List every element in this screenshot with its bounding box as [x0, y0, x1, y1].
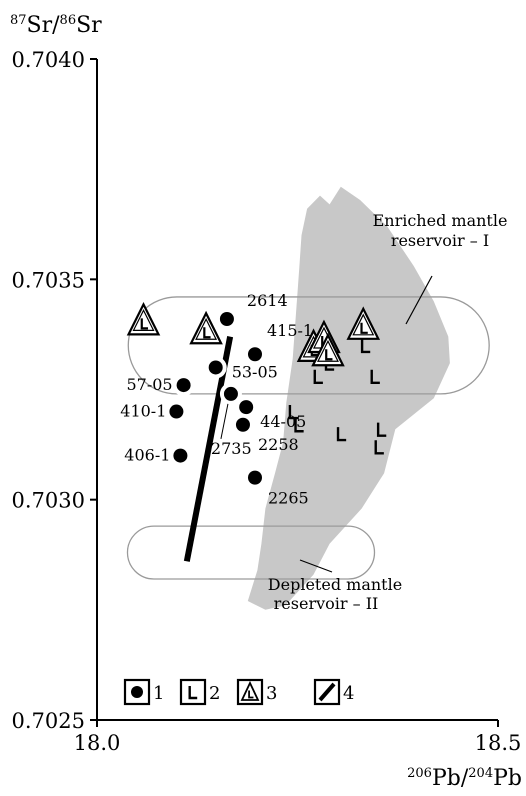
sample-point — [219, 311, 234, 326]
legend-slash-icon — [318, 682, 336, 702]
sample-point — [176, 378, 191, 393]
sample-label: 410-1 — [120, 402, 166, 421]
sample-label: 2265 — [268, 489, 309, 508]
enriched-label-line2: reservoir – I — [391, 231, 489, 250]
legend-item: 2 — [179, 678, 220, 706]
triangle-L-mark — [203, 327, 211, 339]
legend-circle-icon — [131, 686, 143, 698]
basalt-L-symbol — [376, 422, 387, 437]
enriched-leader — [405, 275, 433, 325]
triangle-symbol — [126, 301, 161, 336]
y-tick-label: 0.7030 — [12, 489, 85, 513]
y-tick-label: 0.7025 — [12, 709, 85, 733]
x-tick-label: 18.0 — [74, 731, 121, 755]
legend-triangle-L-icon — [248, 690, 254, 699]
triangle-L-mark — [360, 322, 368, 334]
basalt-L-symbol — [313, 369, 323, 384]
sample-label: 415-1 — [267, 321, 313, 340]
triangle-layer — [126, 301, 381, 367]
legend: 1 2 3 4 — [123, 678, 354, 706]
sample-point — [247, 470, 262, 485]
sample-layer: 2614 415-1 53-05 57-05 410-1 44-05 2735 2258 406… — [120, 291, 313, 508]
depleted-leader — [299, 559, 333, 573]
axes: 0.7025 0.7030 0.7035 0.7040 18.0 18.5 87Sr/86S… — [10, 13, 522, 791]
legend-label: 3 — [266, 683, 277, 704]
legend-label: 4 — [343, 683, 354, 704]
sample-label: 406-1 — [124, 446, 170, 465]
triangle-symbol — [189, 310, 223, 345]
basalt-L-symbol — [336, 427, 347, 442]
legend-box — [179, 678, 207, 706]
sample-point — [247, 347, 262, 362]
triangle-outline — [346, 306, 381, 340]
legend-item: 3 — [236, 678, 277, 706]
basalt-L-symbol — [370, 369, 380, 384]
sample-point — [169, 404, 184, 419]
basalt-L-symbol — [294, 418, 304, 433]
depleted-envelope — [126, 525, 376, 580]
triangle-inner — [195, 317, 218, 340]
legend-item: 4 — [313, 678, 354, 706]
sample-point — [223, 386, 238, 401]
enriched-field — [247, 186, 450, 610]
triangle-symbol — [311, 332, 345, 367]
triangle-symbol — [346, 306, 381, 340]
depleted-label-line2: reservoir – II — [274, 594, 379, 613]
basalt-L-symbol — [288, 405, 299, 420]
legend-box — [123, 678, 151, 706]
sample-label: 2614 — [247, 291, 288, 310]
legend-triangle-icon — [240, 680, 260, 701]
envelope-layer — [126, 296, 490, 580]
depleted-label-line1: Depleted mantle — [268, 575, 402, 594]
x-axis-title: 206Pb/204Pb — [407, 766, 522, 791]
enriched-label-line1: Enriched mantle — [373, 211, 508, 230]
sample-point — [208, 360, 223, 375]
x-tick-label: 18.5 — [475, 731, 522, 755]
sample-label: 2735 — [211, 439, 252, 458]
basalt-L-symbol — [374, 440, 384, 455]
sample-label: 44-05 — [260, 412, 306, 431]
field-layer — [247, 186, 450, 610]
triangle-inner — [352, 313, 375, 336]
triangle-outline — [189, 310, 223, 345]
y-tick-label: 0.7035 — [12, 268, 85, 292]
sample-label: 53-05 — [232, 362, 278, 381]
triangle-outline — [126, 301, 161, 336]
legend-label: 1 — [153, 683, 164, 704]
leader-2735 — [220, 403, 229, 440]
sample-point — [173, 448, 188, 463]
legend-label: 2 — [209, 683, 220, 704]
triangle-L-mark — [140, 318, 149, 330]
sample-point — [235, 417, 250, 432]
triangle-inner — [132, 309, 155, 331]
legend-item: 1 — [123, 678, 164, 706]
sample-label: 2258 — [258, 435, 299, 454]
triangle-inner — [317, 339, 339, 362]
y-tick-label: 0.7040 — [12, 48, 85, 72]
enriched-envelope — [127, 296, 490, 395]
basalt-L-symbol — [360, 338, 371, 354]
sample-point — [239, 400, 254, 415]
legend-L-icon — [188, 686, 198, 700]
sample-label: 57-05 — [126, 375, 172, 394]
triangle-L-mark — [325, 349, 333, 361]
triangle-outline — [311, 332, 345, 367]
y-axis-title: 87Sr/86Sr — [10, 13, 102, 38]
